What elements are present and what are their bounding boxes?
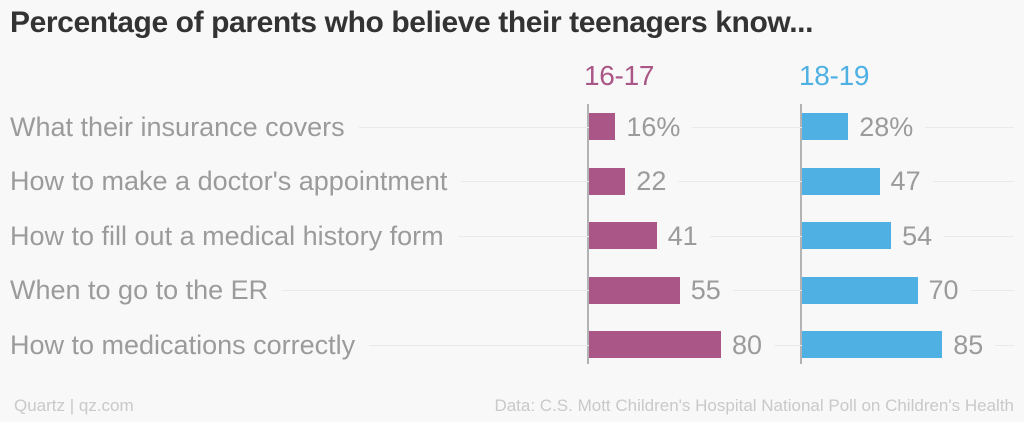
value-label-18-19: 54 — [891, 218, 945, 253]
bar-18-19 — [802, 113, 849, 140]
data-attribution: Data: C.S. Mott Children's Hospital Nati… — [494, 396, 1014, 415]
value-label-18-19: 85 — [942, 327, 996, 362]
category-label: How to make a doctor's appointment — [0, 164, 462, 198]
series-header-16-17: 16-17 — [584, 60, 655, 91]
value-label-16-17: 22 — [625, 164, 679, 198]
bar-16-17 — [589, 167, 626, 195]
value-label-18-19: 70 — [917, 273, 971, 307]
bar-18-19 — [802, 222, 892, 249]
value-label-16-17: 16% — [615, 109, 693, 144]
row-gridline — [8, 181, 1014, 182]
row-gridline — [8, 235, 1014, 237]
series-header-18-19: 18-19 — [799, 60, 870, 91]
value-label-16-17: 55 — [679, 273, 733, 307]
bar-16-17 — [589, 113, 616, 140]
bar-18-19 — [802, 331, 943, 358]
row-gridline — [8, 344, 1014, 346]
value-label-16-17: 80 — [721, 327, 775, 362]
bar-16-17 — [589, 222, 657, 249]
bar-16-17 — [589, 331, 721, 358]
category-label: What their insurance covers — [0, 109, 359, 144]
axis-line-18-19 — [800, 104, 802, 364]
category-label: When to go to the ER — [0, 273, 283, 307]
chart-title: Percentage of parents who believe their … — [10, 6, 814, 39]
source-branding: Quartz | qz.com — [14, 396, 134, 415]
value-label-18-19: 28% — [848, 109, 926, 144]
axis-line-16-17 — [587, 104, 589, 364]
value-label-18-19: 47 — [879, 164, 933, 198]
row-gridline — [8, 290, 1014, 291]
bar-18-19 — [802, 276, 918, 304]
category-label: How to medications correctly — [0, 327, 370, 362]
row-gridline — [8, 126, 1014, 128]
value-label-16-17: 41 — [656, 218, 710, 253]
bar-16-17 — [589, 276, 680, 304]
category-label: How to fill out a medical history form — [0, 218, 458, 253]
bar-18-19 — [802, 167, 880, 195]
